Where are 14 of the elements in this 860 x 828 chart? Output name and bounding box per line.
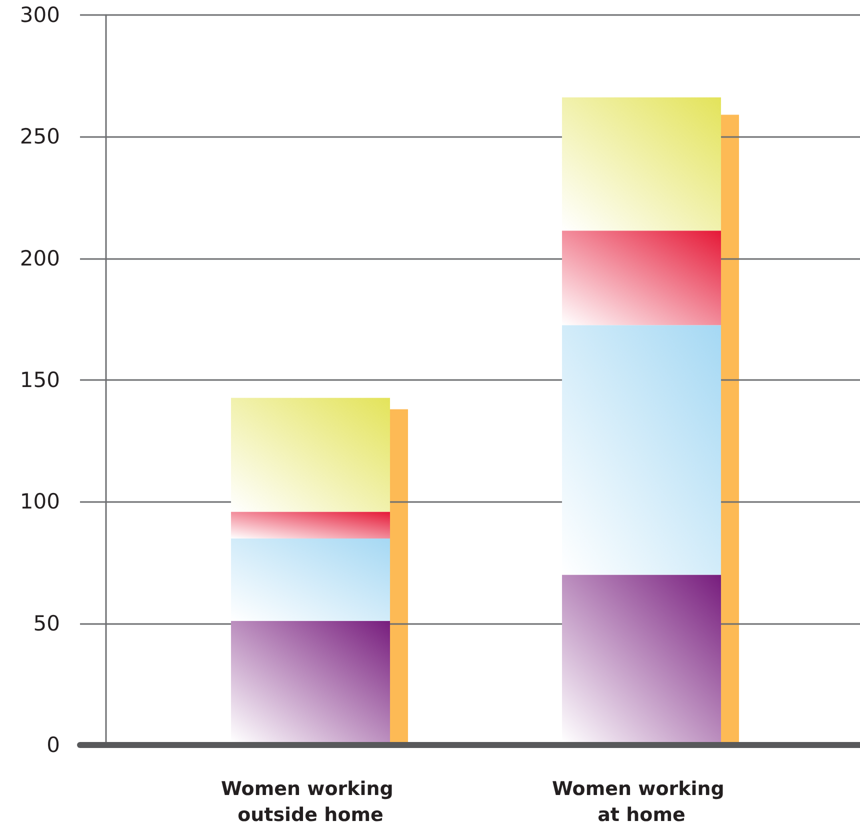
x-tick-label: Women working outside home (220, 778, 400, 826)
y-tick-label: 50 (33, 611, 60, 636)
bar (562, 230, 721, 326)
bar (231, 538, 390, 621)
bar (562, 97, 721, 231)
y-tick-label: 0 (46, 733, 60, 757)
bar (231, 512, 390, 538)
y-tick-label: 100 (20, 490, 60, 514)
y-tick-label: 250 (20, 124, 60, 149)
y-tick-label: 300 (20, 3, 60, 27)
y-tick-label: 200 (20, 246, 60, 270)
bar (562, 574, 721, 742)
y-tick-label: 150 (20, 368, 60, 392)
x-tick-label: Women working at home (552, 778, 732, 826)
